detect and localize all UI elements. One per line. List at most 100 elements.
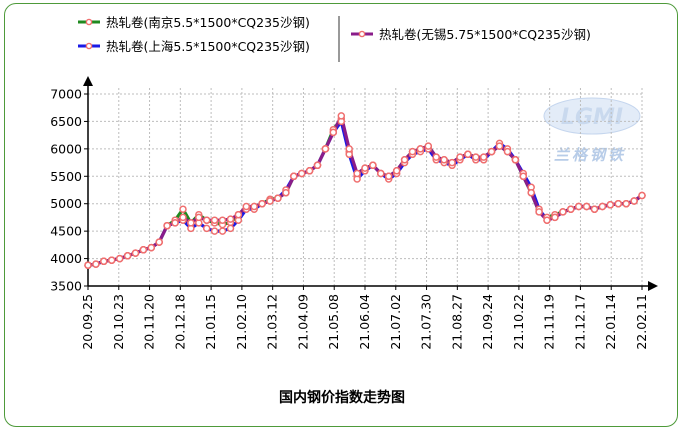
x-tick-label: 20.10.23 <box>111 294 126 350</box>
data-point <box>282 188 290 197</box>
data-point <box>464 150 472 159</box>
data-point <box>416 145 425 153</box>
data-point <box>321 145 330 153</box>
data-point <box>479 153 488 161</box>
data-point <box>353 169 361 178</box>
data-point <box>448 158 456 167</box>
data-point <box>392 167 401 175</box>
legend-label-nanjing: 热轧卷(南京5.5*1500*CQ235沙钢) <box>106 15 310 30</box>
data-point <box>234 210 243 219</box>
data-point <box>179 213 187 222</box>
legend: 热轧卷(南京5.5*1500*CQ235沙钢) 热轧卷(上海5.5*1500*C… <box>78 15 591 62</box>
data-point <box>511 156 520 164</box>
axes <box>83 76 658 291</box>
watermark-brand-text: 兰格钢铁 <box>554 146 626 164</box>
data-point <box>472 153 480 161</box>
legend-marker-nanjing <box>85 18 93 26</box>
data-point <box>535 208 543 216</box>
data-point <box>487 147 496 156</box>
data-point <box>432 153 440 161</box>
data-point <box>123 252 132 260</box>
legend-item-wuxi[interactable]: 热轧卷(无锡5.75*1500*CQ235沙钢) <box>351 27 591 42</box>
data-point <box>590 205 599 213</box>
x-tick-label: 21.05.08 <box>326 294 341 350</box>
data-point <box>107 256 116 264</box>
data-point <box>242 202 251 211</box>
y-tick-label: 4000 <box>50 251 82 266</box>
x-tick-label: 21.07.02 <box>388 294 403 350</box>
data-point <box>218 216 227 224</box>
data-point <box>210 216 219 224</box>
y-tick-label: 4500 <box>50 224 82 239</box>
data-point <box>377 169 385 178</box>
x-tick-label: 21.10.22 <box>511 294 526 350</box>
data-point <box>163 221 171 230</box>
data-point <box>226 215 235 223</box>
data-point <box>337 112 346 120</box>
data-point <box>115 254 124 263</box>
data-point <box>210 227 219 235</box>
data-point <box>290 172 298 181</box>
data-point <box>503 147 512 156</box>
watermark-logo-text: LGMI <box>561 105 623 130</box>
y-tick-label: 3500 <box>50 279 82 294</box>
data-point <box>574 202 583 211</box>
series-line-2 <box>87 114 643 267</box>
data-point <box>361 164 369 172</box>
data-point <box>313 161 322 170</box>
data-point <box>155 238 163 246</box>
data-point <box>305 167 314 175</box>
y-tick-label: 7000 <box>50 87 82 102</box>
data-point <box>567 205 575 213</box>
x-tick-label: 21.04.09 <box>295 294 310 350</box>
data-point <box>606 201 615 209</box>
data-point <box>226 224 235 233</box>
chart-frame <box>4 3 678 427</box>
data-point <box>551 213 559 222</box>
data-point <box>147 243 156 252</box>
data-point <box>638 191 646 200</box>
data-point <box>622 199 630 208</box>
data-point <box>92 260 100 268</box>
data-point <box>218 227 227 235</box>
x-axis-ticks: 20.09.25 20.10.23 20.11.20 20.12.18 21.01.15… <box>80 286 649 350</box>
data-point <box>171 219 179 227</box>
data-point <box>408 147 417 156</box>
data-point <box>274 194 282 202</box>
data-point <box>297 169 306 178</box>
series-group <box>84 112 646 269</box>
data-point <box>527 188 535 197</box>
data-point <box>543 216 551 224</box>
y-axis-arrow-icon <box>83 76 93 86</box>
legend-marker-wuxi <box>358 30 366 38</box>
x-tick-label: 21.06.04 <box>357 294 372 350</box>
y-tick-label: 6000 <box>50 141 82 156</box>
data-point <box>495 142 504 150</box>
data-point <box>139 246 148 254</box>
data-point <box>369 161 377 170</box>
data-point <box>440 156 448 164</box>
legend-item-nanjing[interactable]: 热轧卷(南京5.5*1500*CQ235沙钢) <box>78 15 310 30</box>
data-point <box>266 197 274 205</box>
data-point <box>202 224 211 233</box>
data-point <box>131 249 140 257</box>
x-tick-label: 20.09.25 <box>80 294 95 350</box>
x-tick-label: 22.01.14 <box>603 294 618 350</box>
data-point <box>598 202 607 211</box>
data-point <box>258 199 266 208</box>
data-point <box>187 219 195 227</box>
data-point <box>84 261 92 269</box>
legend-marker-shanghai <box>85 42 93 50</box>
y-tick-label: 5500 <box>50 169 82 184</box>
data-point <box>195 213 203 222</box>
x-tick-label: 20.12.18 <box>172 294 187 350</box>
x-tick-label: 20.11.20 <box>142 294 157 350</box>
y-axis-ticks: 3500 4000 4500 5000 5500 6000 6500 7000 <box>50 87 88 294</box>
legend-label-wuxi: 热轧卷(无锡5.75*1500*CQ235沙钢) <box>379 27 591 42</box>
x-tick-label: 21.09.24 <box>480 294 495 350</box>
legend-item-shanghai[interactable]: 热轧卷(上海5.5*1500*CQ235沙钢) <box>78 39 310 54</box>
data-point <box>179 205 187 213</box>
x-tick-label: 21.11.19 <box>542 294 557 350</box>
legend-label-shanghai: 热轧卷(上海5.5*1500*CQ235沙钢) <box>106 39 310 54</box>
